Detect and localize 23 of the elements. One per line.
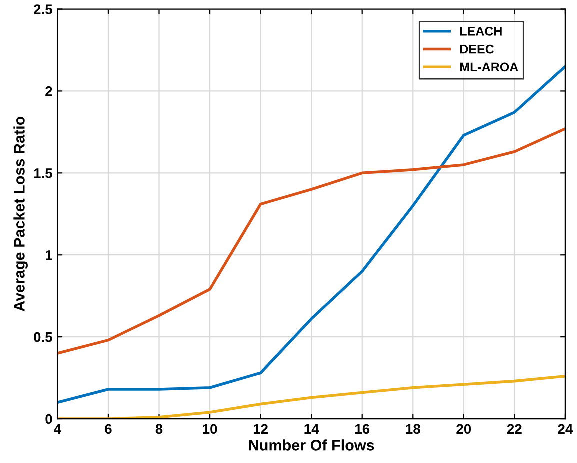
x-tick-label: 20 [456,424,472,434]
x-axis-title: Number Of Flows [249,440,374,451]
y-tick-label: 0 [46,414,52,424]
x-tick-label: 4 [54,424,62,434]
x-tick-label: 22 [507,424,522,434]
x-tick-label: 16 [356,424,370,434]
x-tick-label: 6 [105,424,112,434]
x-tick-label: 8 [156,424,163,434]
legend-label: ML-AROA [460,62,518,72]
y-tick-label: 1.5 [34,168,52,178]
x-tick-label: 24 [558,424,574,434]
legend-label: DEEC [460,44,494,54]
y-tick-label: 0.5 [34,332,52,342]
x-tick-label: 10 [203,424,218,434]
line-series [58,128,566,355]
x-tick-label: 12 [254,424,268,434]
y-tick-label: 1 [46,250,52,260]
y-axis-title: Average Packet Loss Ratio [14,116,28,312]
legend-label: LEACH [460,26,502,36]
y-tick-label: 2.5 [34,4,52,14]
y-tick-label: 2 [46,86,52,96]
x-tick-label: 18 [406,424,420,434]
x-tick-label: 14 [304,424,320,434]
